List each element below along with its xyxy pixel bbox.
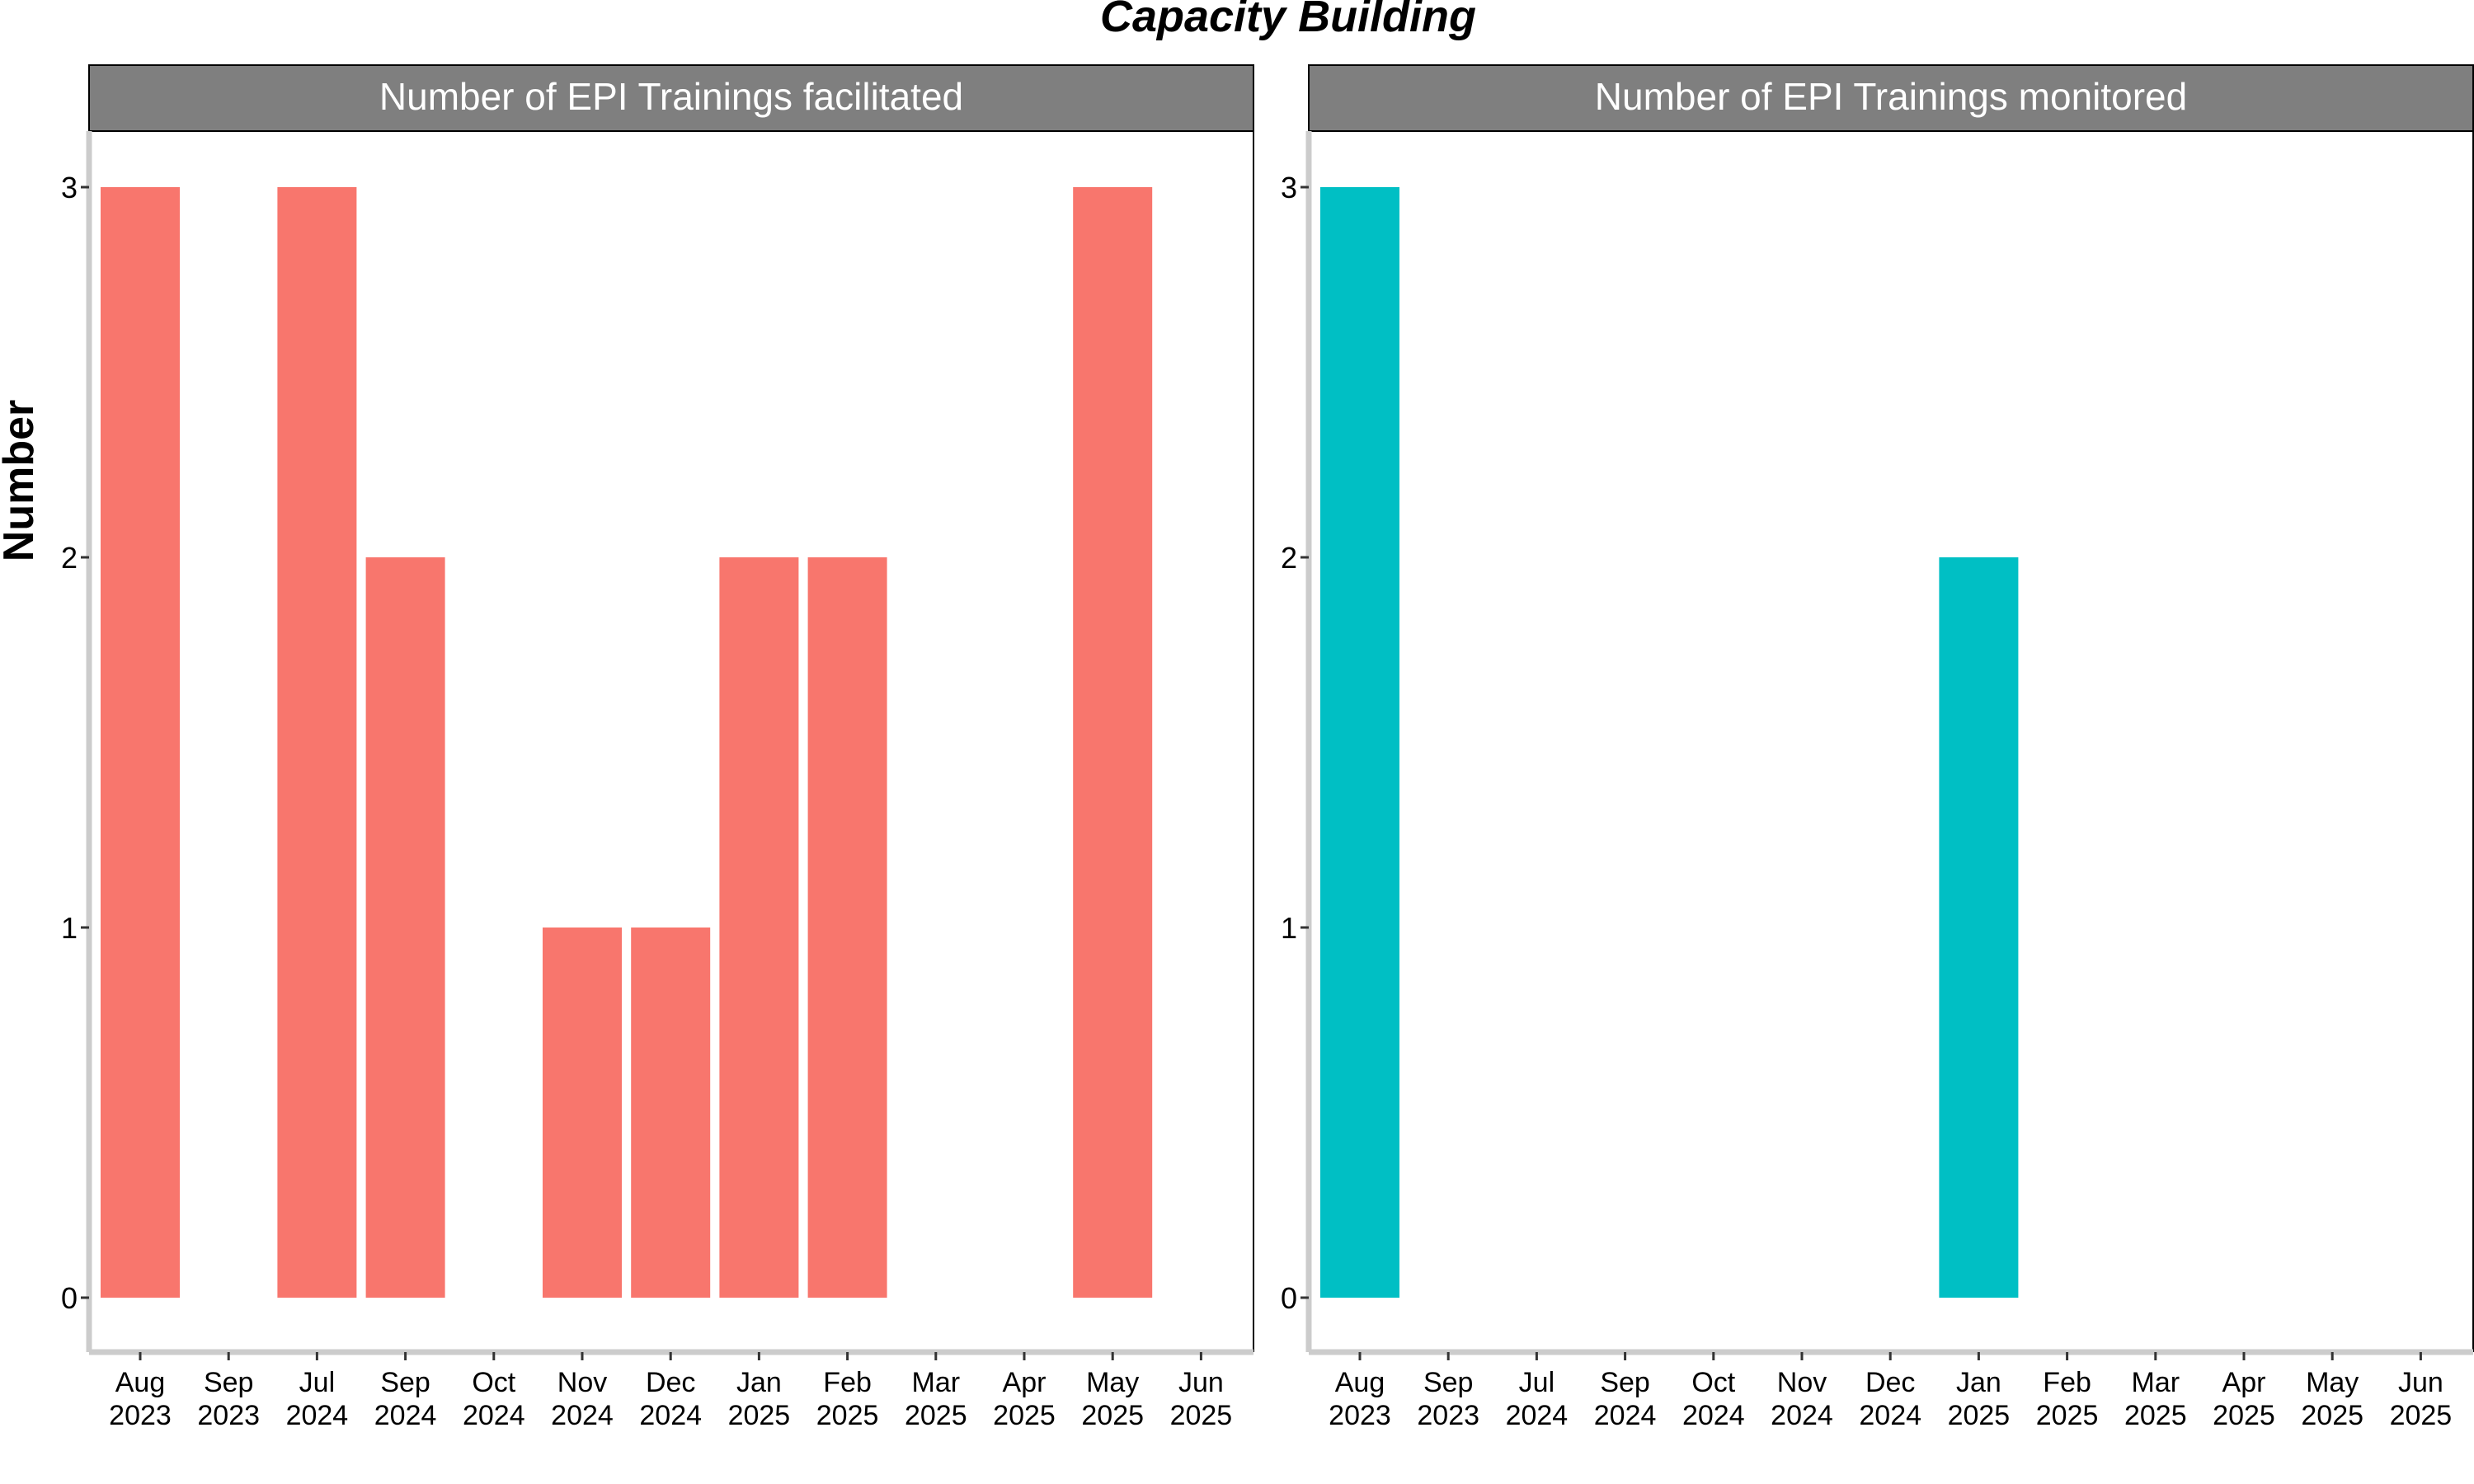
- x-tick-label-year: 2024: [551, 1400, 614, 1431]
- x-tick-label-month: Jun: [2398, 1367, 2443, 1398]
- x-tick-label-month: Feb: [2043, 1367, 2091, 1398]
- facet-strip-label: Number of EPI Trainings facilitated: [379, 75, 963, 118]
- x-tick-label-year: 2024: [1506, 1400, 1569, 1431]
- x-tick-label-year: 2024: [1859, 1400, 1921, 1431]
- x-tick-label-year: 2023: [1417, 1400, 1479, 1431]
- facet-panel-1: Number of EPI Trainings facilitated 0 1 2 3 A…: [61, 64, 1254, 1431]
- x-tick-label-month: Sep: [1423, 1367, 1474, 1398]
- x-tick-label-month: Sep: [1600, 1367, 1650, 1398]
- y-tick-label: 3: [1281, 171, 1297, 204]
- facet-panel-2: Number of EPI Trainings monitored 0 1 2 3 Aug…: [1281, 64, 2474, 1431]
- bar: [101, 187, 180, 1298]
- x-tick-label-month: Jan: [1956, 1367, 2001, 1398]
- x-tick-label-month: Oct: [1691, 1367, 1735, 1398]
- x-tick-label-month: May: [2306, 1367, 2359, 1398]
- y-tick-label: 2: [1281, 541, 1297, 575]
- x-tick-label-year: 2025: [1948, 1400, 2011, 1431]
- x-tick-label-year: 2025: [2213, 1400, 2275, 1431]
- x-tick-label-year: 2023: [197, 1400, 260, 1431]
- y-tick-label: 2: [61, 541, 78, 575]
- bar: [365, 557, 445, 1298]
- y-tick-label: 0: [1281, 1281, 1297, 1315]
- y-tick-label: 1: [61, 911, 78, 945]
- y-tick-label: 1: [1281, 911, 1297, 945]
- x-tick-label-month: Mar: [2132, 1367, 2180, 1398]
- x-tick-label-month: Apr: [1003, 1367, 1047, 1398]
- x-tick-label-month: Aug: [1335, 1367, 1385, 1398]
- x-tick-label-year: 2023: [1329, 1400, 1391, 1431]
- x-tick-label-year: 2023: [109, 1400, 172, 1431]
- x-tick-label-year: 2025: [905, 1400, 967, 1431]
- x-tick-label-year: 2025: [1170, 1400, 1233, 1431]
- facet-strip: [1308, 64, 2474, 132]
- bar: [631, 928, 711, 1298]
- bar: [719, 557, 799, 1298]
- facet-strip-label: Number of EPI Trainings monitored: [1595, 75, 2187, 118]
- bar: [1939, 557, 2019, 1298]
- x-tick-label-year: 2025: [816, 1400, 879, 1431]
- x-tick-label-year: 2024: [286, 1400, 349, 1431]
- x-tick-label-month: Dec: [1865, 1367, 1915, 1398]
- x-tick-label-year: 2025: [728, 1400, 791, 1431]
- x-tick-label-year: 2024: [374, 1400, 437, 1431]
- bar: [1320, 187, 1399, 1298]
- x-tick-label-year: 2025: [2301, 1400, 2363, 1431]
- x-tick-label-month: Jul: [299, 1367, 335, 1398]
- facet-strip: [88, 64, 1254, 132]
- x-tick-label-year: 2025: [2390, 1400, 2453, 1431]
- x-tick-label-month: Aug: [115, 1367, 166, 1398]
- x-tick-label-year: 2025: [1081, 1400, 1144, 1431]
- x-tick-label-month: Mar: [912, 1367, 961, 1398]
- x-tick-label-month: Jun: [1178, 1367, 1224, 1398]
- x-tick-label-month: Jan: [736, 1367, 782, 1398]
- x-tick-label-year: 2024: [1682, 1400, 1745, 1431]
- x-tick-label-year: 2024: [463, 1400, 525, 1431]
- bar: [1073, 187, 1153, 1298]
- x-tick-label-month: Dec: [646, 1367, 695, 1398]
- x-tick-label-year: 2025: [2036, 1400, 2099, 1431]
- x-tick-label-month: Apr: [2222, 1367, 2266, 1398]
- x-tick-label-year: 2024: [1771, 1400, 1833, 1431]
- x-tick-label-month: Nov: [557, 1367, 607, 1398]
- bar: [543, 928, 622, 1298]
- x-tick-label-year: 2024: [639, 1400, 702, 1431]
- facet-panels: Number of EPI Trainings facilitated 0 1 2 3 A…: [61, 64, 2474, 1431]
- x-tick-label-month: Nov: [1777, 1367, 1827, 1398]
- y-axis-label: Number: [0, 400, 43, 561]
- y-tick-label: 0: [61, 1281, 78, 1315]
- x-tick-label-month: Sep: [204, 1367, 254, 1398]
- bar: [807, 557, 887, 1298]
- x-tick-label-year: 2025: [993, 1400, 1056, 1431]
- x-tick-label-year: 2024: [1594, 1400, 1657, 1431]
- chart-title: Capacity Building: [1100, 0, 1476, 41]
- x-tick-label-month: Feb: [823, 1367, 872, 1398]
- bar: [277, 187, 357, 1298]
- x-tick-label-month: Sep: [380, 1367, 430, 1398]
- x-tick-label-month: Oct: [472, 1367, 515, 1398]
- y-tick-label: 3: [61, 171, 78, 204]
- x-tick-label-month: May: [1086, 1367, 1139, 1398]
- x-tick-label-year: 2025: [2124, 1400, 2187, 1431]
- x-tick-label-month: Jul: [1519, 1367, 1554, 1398]
